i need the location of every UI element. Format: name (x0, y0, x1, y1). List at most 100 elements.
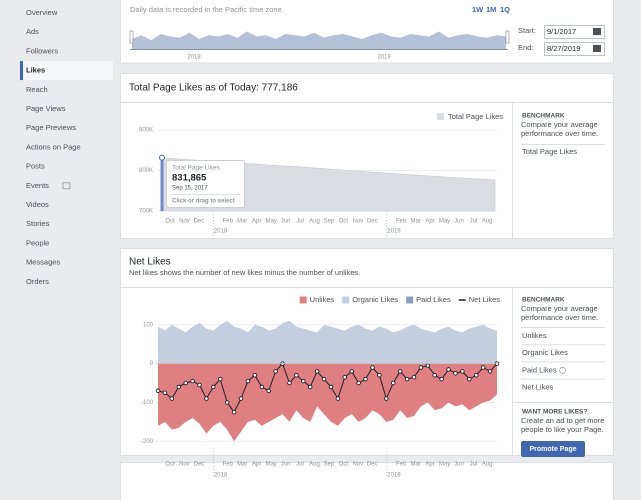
range-handle[interactable] (129, 30, 134, 44)
x-tick-label: Aug (309, 219, 320, 225)
area (158, 363, 497, 442)
x-tick-label: Dec (367, 219, 378, 225)
nav-item[interactable]: Stories (26, 219, 50, 228)
promo-text: Create an ad to get more people to like … (521, 416, 605, 434)
start-input[interactable] (544, 25, 605, 39)
benchmark-link[interactable]: Paid Likes (522, 365, 557, 374)
nav-item[interactable]: Likes (26, 66, 45, 75)
promote-button[interactable] (521, 441, 585, 457)
legend-swatch (437, 113, 444, 120)
benchmark-text: Compare your average performance over ti… (521, 120, 599, 138)
benchmark-link[interactable]: Total Page Likes (522, 147, 577, 156)
benchmark-link[interactable]: Organic Likes (522, 348, 568, 357)
x-tick-label: Mar (410, 219, 420, 225)
info-icon[interactable] (559, 367, 566, 374)
net-point (453, 371, 458, 376)
net-point (390, 380, 396, 386)
nav-item[interactable]: Followers (26, 46, 58, 55)
x-tick-label: Aug (309, 462, 320, 468)
x-tick-label: Jul (470, 462, 478, 468)
net-point (487, 369, 493, 374)
benchmark-link[interactable]: Net Likes (522, 383, 554, 392)
nav-item[interactable]: Ads (26, 27, 39, 36)
nav-item[interactable]: Page Previews (26, 123, 76, 132)
net-point (197, 382, 202, 388)
nav-item[interactable]: Page Views (26, 104, 66, 113)
legend-label: Organic Likes (352, 295, 398, 304)
preset[interactable]: 1Q (500, 5, 510, 14)
x-tick-label: May (265, 462, 276, 468)
net-point (238, 396, 244, 401)
nav-item[interactable]: Videos (26, 200, 49, 209)
y-tick-label: 900K (139, 128, 153, 134)
x-tick-label: Jun (281, 219, 291, 225)
preset[interactable]: 1M (486, 5, 496, 14)
total-likes-panel (120, 73, 614, 239)
benchmark-text: Compare your average performance over ti… (521, 120, 599, 138)
y-tick-label: 0 (150, 361, 154, 367)
panel-subtitle: Net likes shows the number of new likes … (129, 268, 360, 277)
net-point (162, 390, 168, 395)
promo-text: Create an ad to get more people to like … (521, 416, 605, 434)
net-point (301, 378, 306, 384)
net-point (370, 365, 375, 370)
x-tick-label: Oct (339, 462, 349, 468)
net-point (183, 380, 188, 386)
legend-label: Unlikes (310, 295, 335, 304)
nav-item[interactable]: Actions on Page (26, 142, 81, 151)
benchmark-link[interactable]: Unlikes (522, 331, 547, 340)
x-tick-label: Jun (454, 462, 464, 468)
x-tick-label: Sep (324, 462, 335, 468)
net-point (224, 400, 230, 405)
calendar-icon[interactable] (593, 45, 601, 52)
x-tick-label: Jul (470, 219, 478, 225)
x-tick-label: Feb (223, 462, 234, 468)
end-input[interactable] (544, 42, 605, 56)
nav-item[interactable]: Posts (26, 162, 45, 171)
promote-button-label[interactable]: Promote Page (529, 446, 576, 453)
y-tick-label: 800K (139, 168, 153, 174)
event-icon (62, 182, 71, 190)
nav-active-bar (20, 61, 23, 81)
preset[interactable]: 1W (472, 5, 484, 14)
x-tick-label: Mar (410, 462, 420, 468)
x-tick-label: Mar (237, 219, 247, 225)
x-tick-label: Dec (194, 462, 205, 468)
legend-label: Net Likes (469, 295, 501, 304)
legend-label: Paid Likes (416, 295, 451, 304)
x-tick-label: Oct (165, 462, 175, 468)
legend-swatch (406, 296, 414, 304)
benchmark-title: BENCHMARK (522, 113, 565, 120)
x-tick-label: Jul (296, 219, 304, 225)
x-tick-label: Mar (237, 462, 247, 468)
net-point (252, 373, 258, 378)
nav-item[interactable]: People (26, 238, 49, 247)
net-point (176, 384, 182, 390)
net-point (155, 388, 161, 394)
area (158, 320, 497, 364)
nav-item[interactable]: Events (26, 181, 49, 190)
y-tick-label: 100 (143, 322, 154, 328)
nav-item[interactable]: Reach (26, 85, 48, 94)
y-tick-label: -100 (141, 400, 154, 406)
nav-item[interactable]: Overview (26, 8, 58, 17)
end-value: 8/27/2019 (547, 44, 580, 53)
range-handle[interactable] (505, 30, 510, 44)
calendar-icon[interactable] (593, 28, 601, 35)
start-value: 9/1/2017 (547, 27, 576, 36)
x-tick-label: Apr (425, 462, 434, 468)
x-tick-label: Nov (179, 462, 190, 468)
nav-item[interactable]: Messages (26, 258, 60, 267)
nav-active-bg (20, 61, 113, 81)
promo-title: WANT MORE LIKES? (522, 409, 587, 416)
x-tick-label: Oct (165, 219, 175, 225)
net-point (307, 384, 313, 390)
sidebar: Overview Ads Followers Likes Reach Page Views… (20, 8, 113, 286)
x-tick-label: Dec (194, 219, 205, 225)
net-point (266, 388, 271, 394)
net-point (377, 373, 382, 378)
net-point (446, 367, 451, 372)
nav-item[interactable]: Orders (26, 277, 49, 286)
net-point (439, 376, 444, 382)
net-point (211, 384, 216, 390)
